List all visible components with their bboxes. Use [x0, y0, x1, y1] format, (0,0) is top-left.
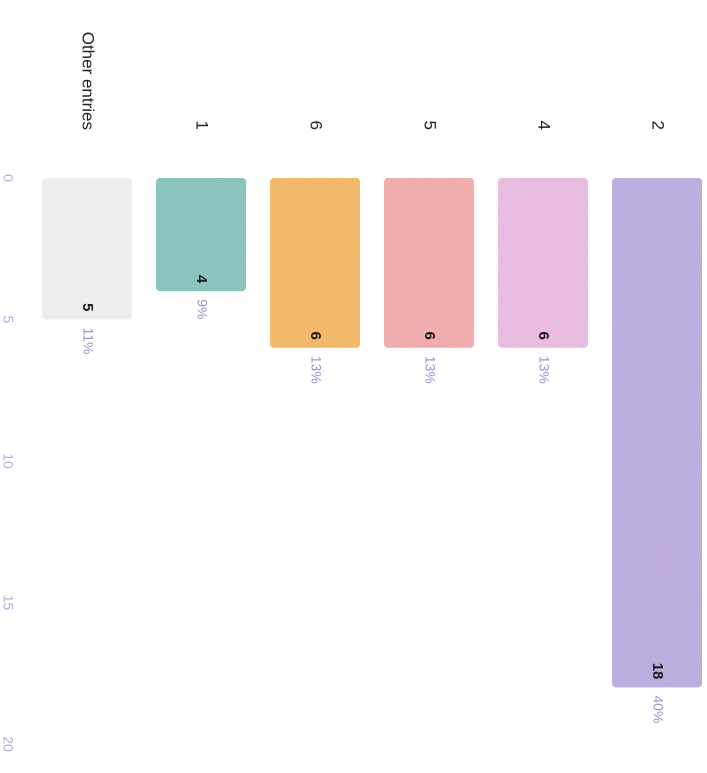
value-label: 18	[649, 663, 666, 680]
tick-label: 0	[0, 174, 16, 182]
tick-label: 5	[0, 316, 16, 324]
bar	[270, 178, 360, 348]
value-label: 6	[535, 331, 552, 339]
bar	[498, 178, 588, 348]
percent-label: 13%	[308, 356, 324, 384]
percent-label: 9%	[194, 299, 210, 319]
category-label: 1	[193, 121, 212, 130]
bar	[42, 178, 132, 320]
value-label: 6	[421, 331, 438, 339]
value-label: 6	[307, 331, 324, 339]
category-label: Other entries	[79, 32, 98, 130]
value-label: 4	[193, 275, 210, 284]
bar	[384, 178, 474, 348]
percent-label: 13%	[422, 356, 438, 384]
percent-label: 11%	[80, 328, 96, 355]
value-label: 5	[79, 303, 96, 311]
percent-label: 13%	[536, 356, 552, 384]
category-label: 5	[421, 121, 440, 130]
bar	[612, 178, 702, 688]
bar	[156, 178, 246, 292]
category-label: 6	[307, 121, 326, 130]
category-label: 4	[535, 121, 554, 130]
tick-label: 20	[0, 736, 16, 752]
category-label: 2	[649, 121, 668, 130]
plot-area: 2 18 40% 4 6 13% 5 6 13% 6 6 13% 1 4 9% Other entries 5 1…	[0, 32, 702, 752]
tick-label: 15	[0, 595, 16, 611]
percent-label: 40%	[650, 695, 666, 723]
tick-label: 10	[0, 453, 16, 469]
